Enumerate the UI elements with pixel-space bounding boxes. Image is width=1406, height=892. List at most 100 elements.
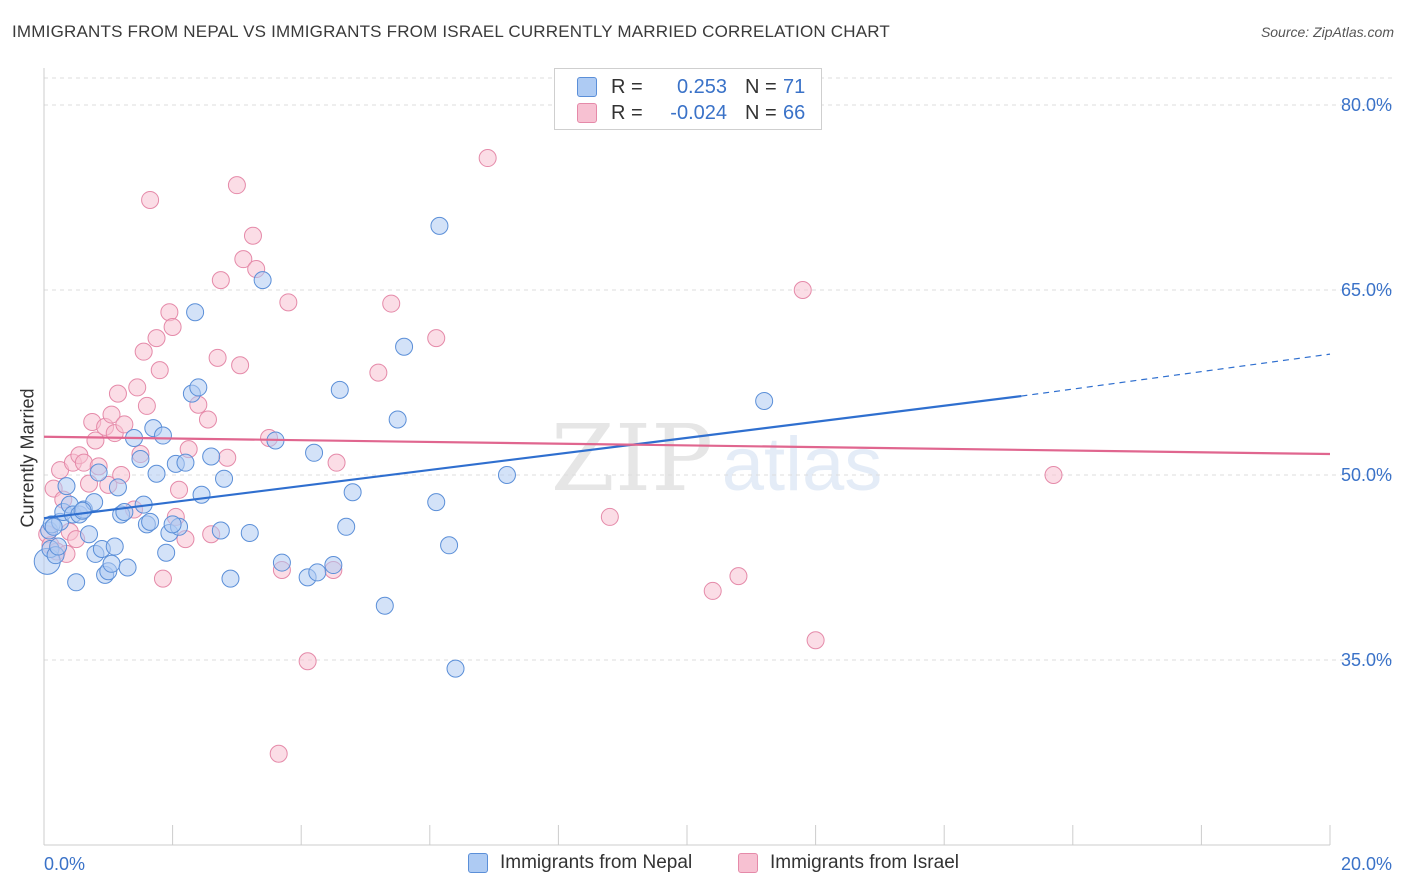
israel-point bbox=[170, 480, 189, 499]
nepal-point bbox=[375, 596, 394, 615]
nepal-r-label: R = bbox=[611, 75, 643, 98]
israel-point bbox=[163, 318, 182, 336]
israel-point bbox=[729, 567, 748, 586]
nepal-trend-extension bbox=[1021, 353, 1331, 397]
israel-point bbox=[74, 453, 93, 472]
nepal-trend-line bbox=[43, 394, 1022, 520]
israel-point bbox=[703, 581, 722, 600]
israel-point bbox=[478, 149, 497, 168]
y-axis-label: Currently Married bbox=[17, 388, 38, 528]
israel-point bbox=[793, 281, 812, 299]
israel-point bbox=[128, 378, 147, 397]
nepal-point bbox=[102, 554, 121, 573]
israel-point bbox=[600, 507, 619, 526]
israel-point bbox=[231, 356, 250, 375]
nepal-point bbox=[163, 515, 182, 534]
israel-point bbox=[211, 271, 230, 290]
nepal-point bbox=[118, 558, 137, 577]
israel-legend-swatch bbox=[738, 853, 758, 873]
y-tick-label: 80.0% bbox=[1341, 95, 1392, 115]
israel-point bbox=[243, 226, 262, 245]
nepal-point bbox=[211, 521, 230, 540]
nepal-point bbox=[89, 463, 108, 482]
israel-r-value: -0.024 bbox=[670, 101, 727, 124]
y-tick-label: 50.0% bbox=[1341, 465, 1392, 485]
nepal-point bbox=[343, 483, 362, 502]
legend-item-israel[interactable]: Immigrants from Israel bbox=[738, 852, 959, 874]
nepal-point bbox=[215, 469, 234, 488]
israel-point bbox=[134, 342, 153, 361]
israel-point bbox=[141, 190, 160, 209]
israel-point bbox=[369, 363, 388, 382]
nepal-r-value: 0.253 bbox=[676, 75, 727, 98]
nepal-n-label: N = bbox=[745, 75, 777, 98]
nepal-points bbox=[33, 216, 774, 678]
nepal-point bbox=[337, 517, 356, 536]
israel-point bbox=[218, 448, 237, 467]
watermark-zip: ZIP bbox=[551, 405, 713, 512]
legend-item-nepal[interactable]: Immigrants from Nepal bbox=[468, 852, 692, 874]
series-legend: Immigrants from Nepal Immigrants from Is… bbox=[0, 852, 1406, 878]
x-tick-label-min: 0.0% bbox=[44, 854, 85, 874]
israel-point bbox=[102, 405, 121, 424]
legend-row-nepal: R = 0.253 N = 71 bbox=[577, 75, 805, 99]
israel-point bbox=[198, 410, 217, 429]
israel-point bbox=[269, 744, 288, 763]
nepal-point bbox=[105, 537, 124, 556]
nepal-point bbox=[427, 493, 446, 512]
legend-row-israel: R = -0.024 N = 66 bbox=[577, 101, 805, 125]
nepal-point bbox=[240, 523, 259, 542]
nepal-point bbox=[440, 536, 459, 555]
chart-title: IMMIGRANTS FROM NEPAL VS IMMIGRANTS FROM… bbox=[12, 22, 891, 41]
nepal-point bbox=[446, 659, 465, 678]
israel-point bbox=[279, 293, 298, 312]
nepal-n-value: 71 bbox=[783, 75, 806, 98]
nepal-point bbox=[176, 453, 195, 472]
israel-n-label: N = bbox=[745, 101, 777, 124]
nepal-point bbox=[324, 556, 343, 575]
israel-point bbox=[160, 303, 179, 322]
israel-point bbox=[137, 396, 156, 415]
nepal-point bbox=[115, 503, 134, 521]
israel-point bbox=[115, 415, 134, 434]
nepal-point bbox=[272, 553, 291, 572]
nepal-legend-label: Immigrants from Nepal bbox=[500, 852, 693, 873]
x-tick-label-max: 20.0% bbox=[1341, 854, 1392, 874]
israel-point bbox=[427, 329, 446, 348]
israel-point bbox=[234, 250, 253, 269]
israel-legend-label: Immigrants from Israel bbox=[770, 852, 959, 873]
israel-point bbox=[227, 176, 246, 195]
israel-point bbox=[86, 431, 105, 450]
y-tick-label: 65.0% bbox=[1341, 280, 1392, 300]
nepal-point bbox=[221, 569, 240, 588]
nepal-point bbox=[755, 392, 774, 410]
nepal-point bbox=[395, 337, 414, 356]
nepal-point bbox=[330, 380, 349, 399]
israel-point bbox=[147, 329, 166, 348]
y-tick-label: 35.0% bbox=[1341, 650, 1392, 670]
nepal-point bbox=[57, 477, 76, 496]
nepal-legend-swatch bbox=[468, 853, 488, 873]
nepal-point bbox=[186, 303, 205, 322]
israel-point bbox=[382, 294, 401, 313]
nepal-point bbox=[80, 525, 99, 544]
israel-point bbox=[108, 384, 127, 403]
israel-point bbox=[208, 348, 227, 367]
nepal-point bbox=[430, 216, 449, 235]
watermark-atlas: atlas bbox=[722, 422, 883, 507]
israel-swatch bbox=[577, 103, 597, 123]
nepal-point bbox=[189, 378, 208, 397]
israel-point bbox=[298, 652, 317, 671]
nepal-point bbox=[44, 517, 63, 536]
nepal-point bbox=[141, 512, 160, 531]
israel-point bbox=[153, 569, 172, 588]
axis-layer bbox=[43, 68, 1331, 846]
nepal-point bbox=[388, 410, 407, 429]
nepal-point bbox=[131, 449, 150, 468]
israel-n-value: 66 bbox=[783, 101, 806, 124]
israel-trend-line bbox=[43, 435, 1331, 456]
tick-label-layer: 80.0% 65.0% 50.0% 35.0% 0.0% 20.0% bbox=[44, 95, 1392, 874]
nepal-point bbox=[253, 271, 272, 290]
israel-point bbox=[1044, 466, 1063, 484]
